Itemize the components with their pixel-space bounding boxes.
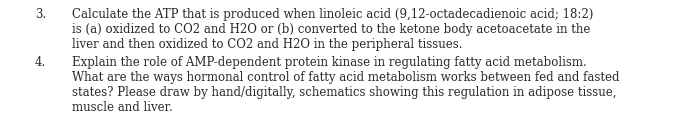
- Text: Calculate the ATP that is produced when linoleic acid (9,12-octadecadienoic acid: Calculate the ATP that is produced when …: [72, 8, 594, 21]
- Text: 4.: 4.: [35, 56, 46, 69]
- Text: muscle and liver.: muscle and liver.: [72, 101, 173, 114]
- Text: is (a) oxidized to CO2 and H2O or (b) converted to the ketone body acetoacetate : is (a) oxidized to CO2 and H2O or (b) co…: [72, 23, 590, 36]
- Text: 3.: 3.: [35, 8, 46, 21]
- Text: liver and then oxidized to CO2 and H2O in the peripheral tissues.: liver and then oxidized to CO2 and H2O i…: [72, 38, 463, 51]
- Text: states? Please draw by hand/digitally, schematics showing this regulation in adi: states? Please draw by hand/digitally, s…: [72, 86, 617, 99]
- Text: Explain the role of AMP-dependent protein kinase in regulating fatty acid metabo: Explain the role of AMP-dependent protei…: [72, 56, 587, 69]
- Text: What are the ways hormonal control of fatty acid metabolism works between fed an: What are the ways hormonal control of fa…: [72, 71, 620, 84]
